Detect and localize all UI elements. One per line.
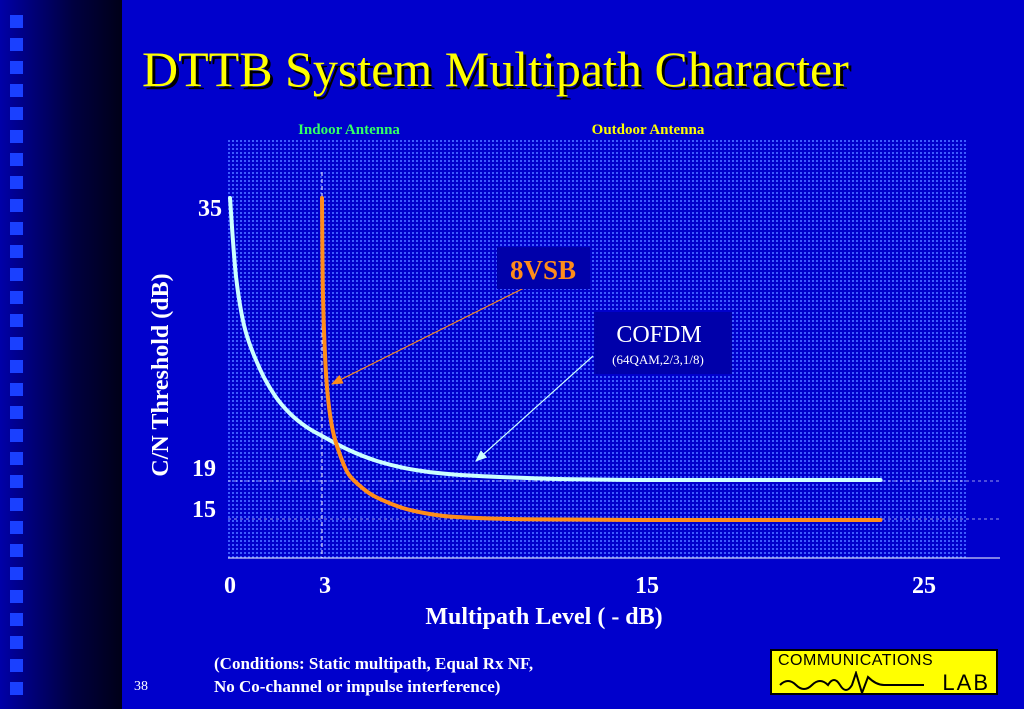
communications-lab-logo: COMMUNICATIONS LAB: [770, 649, 998, 695]
sidebar-square: [10, 337, 23, 350]
page-number: 38: [134, 679, 148, 694]
sidebar-square: [10, 268, 23, 281]
sidebar-square: [10, 613, 23, 626]
conditions-line-2: No Co-channel or impulse interference): [214, 677, 501, 696]
logo-line-2: LAB: [942, 670, 990, 695]
sidebar-square: [10, 590, 23, 603]
sidebar-square: [10, 567, 23, 580]
sidebar-square: [10, 659, 23, 672]
vsb-pointer-arrow: [330, 279, 541, 385]
indoor-antenna-label: Indoor Antenna: [298, 122, 400, 138]
sidebar-square: [10, 176, 23, 189]
sidebar-square: [10, 429, 23, 442]
cofdm-label-box: [594, 312, 732, 374]
sidebar-square: [10, 383, 23, 396]
sidebar-square: [10, 475, 23, 488]
sidebar-square: [10, 84, 23, 97]
sidebar-square: [10, 682, 23, 695]
y-tick-19: 19: [192, 456, 216, 482]
cofdm-series-label: COFDM: [616, 322, 701, 348]
logo-line-1: COMMUNICATIONS: [778, 652, 934, 669]
sidebar-square: [10, 107, 23, 120]
sidebar-square: [10, 15, 23, 28]
sidebar-square: [10, 544, 23, 557]
x-tick-15: 15: [635, 573, 659, 599]
sidebar-square: [10, 314, 23, 327]
x-tick-3: 3: [319, 573, 331, 599]
sidebar-square: [10, 521, 23, 534]
sidebar-square: [10, 636, 23, 649]
sidebar-square: [10, 452, 23, 465]
sidebar-decoration: [0, 0, 122, 709]
sidebar-square: [10, 222, 23, 235]
x-axis-label: Multipath Level ( - dB): [425, 604, 662, 630]
x-tick-25: 25: [912, 573, 936, 599]
logo-wave-icon: [779, 671, 924, 693]
cofdm-series-sublabel: (64QAM,2/3,1/8): [612, 352, 704, 367]
y-tick-15: 15: [192, 497, 216, 523]
slide-title: DTTB System Multipath Character: [142, 41, 849, 97]
vsb-series-label: 8VSB: [510, 255, 576, 285]
x-tick-0: 0: [224, 573, 236, 599]
conditions-note: (Conditions: Static multipath, Equal Rx …: [214, 652, 533, 698]
y-tick-35: 35: [198, 196, 222, 222]
cofdm-curve: [228, 196, 883, 483]
sidebar-square: [10, 291, 23, 304]
conditions-line-1: (Conditions: Static multipath, Equal Rx …: [214, 654, 534, 673]
sidebar-square: [10, 245, 23, 258]
vsb-curve: [320, 196, 883, 523]
sidebar-square: [10, 199, 23, 212]
vsb-label-box: [497, 247, 590, 289]
cofdm-pointer-arrow: [475, 355, 594, 462]
sidebar-square: [10, 38, 23, 51]
y-axis-label: C/N Threshold (dB): [148, 273, 174, 476]
outdoor-antenna-label: Outdoor Antenna: [592, 122, 705, 138]
sidebar-square: [10, 360, 23, 373]
sidebar-square: [10, 153, 23, 166]
sidebar-square: [10, 406, 23, 419]
sidebar-square: [10, 130, 23, 143]
sidebar-square: [10, 498, 23, 511]
sidebar-square: [10, 61, 23, 74]
